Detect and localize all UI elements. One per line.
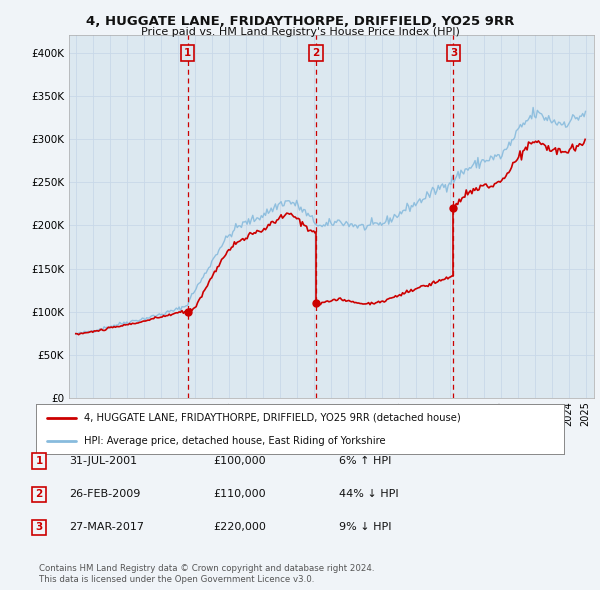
Text: Contains HM Land Registry data © Crown copyright and database right 2024.: Contains HM Land Registry data © Crown c… — [39, 565, 374, 573]
Text: 4, HUGGATE LANE, FRIDAYTHORPE, DRIFFIELD, YO25 9RR (detached house): 4, HUGGATE LANE, FRIDAYTHORPE, DRIFFIELD… — [83, 412, 460, 422]
Text: 3: 3 — [450, 48, 457, 58]
Text: £220,000: £220,000 — [213, 523, 266, 532]
Text: 27-MAR-2017: 27-MAR-2017 — [69, 523, 144, 532]
Text: 2: 2 — [35, 490, 43, 499]
Text: 1: 1 — [35, 457, 43, 466]
Text: 1: 1 — [184, 48, 191, 58]
Text: £100,000: £100,000 — [213, 457, 266, 466]
Text: 2: 2 — [313, 48, 320, 58]
Text: 9% ↓ HPI: 9% ↓ HPI — [339, 523, 391, 532]
Text: 6% ↑ HPI: 6% ↑ HPI — [339, 457, 391, 466]
Text: 26-FEB-2009: 26-FEB-2009 — [69, 490, 140, 499]
Text: This data is licensed under the Open Government Licence v3.0.: This data is licensed under the Open Gov… — [39, 575, 314, 584]
Text: 4, HUGGATE LANE, FRIDAYTHORPE, DRIFFIELD, YO25 9RR: 4, HUGGATE LANE, FRIDAYTHORPE, DRIFFIELD… — [86, 15, 514, 28]
Text: 3: 3 — [35, 523, 43, 532]
Text: 44% ↓ HPI: 44% ↓ HPI — [339, 490, 398, 499]
Text: Price paid vs. HM Land Registry's House Price Index (HPI): Price paid vs. HM Land Registry's House … — [140, 27, 460, 37]
Text: HPI: Average price, detached house, East Riding of Yorkshire: HPI: Average price, detached house, East… — [83, 435, 385, 445]
Text: 31-JUL-2001: 31-JUL-2001 — [69, 457, 137, 466]
Text: £110,000: £110,000 — [213, 490, 266, 499]
